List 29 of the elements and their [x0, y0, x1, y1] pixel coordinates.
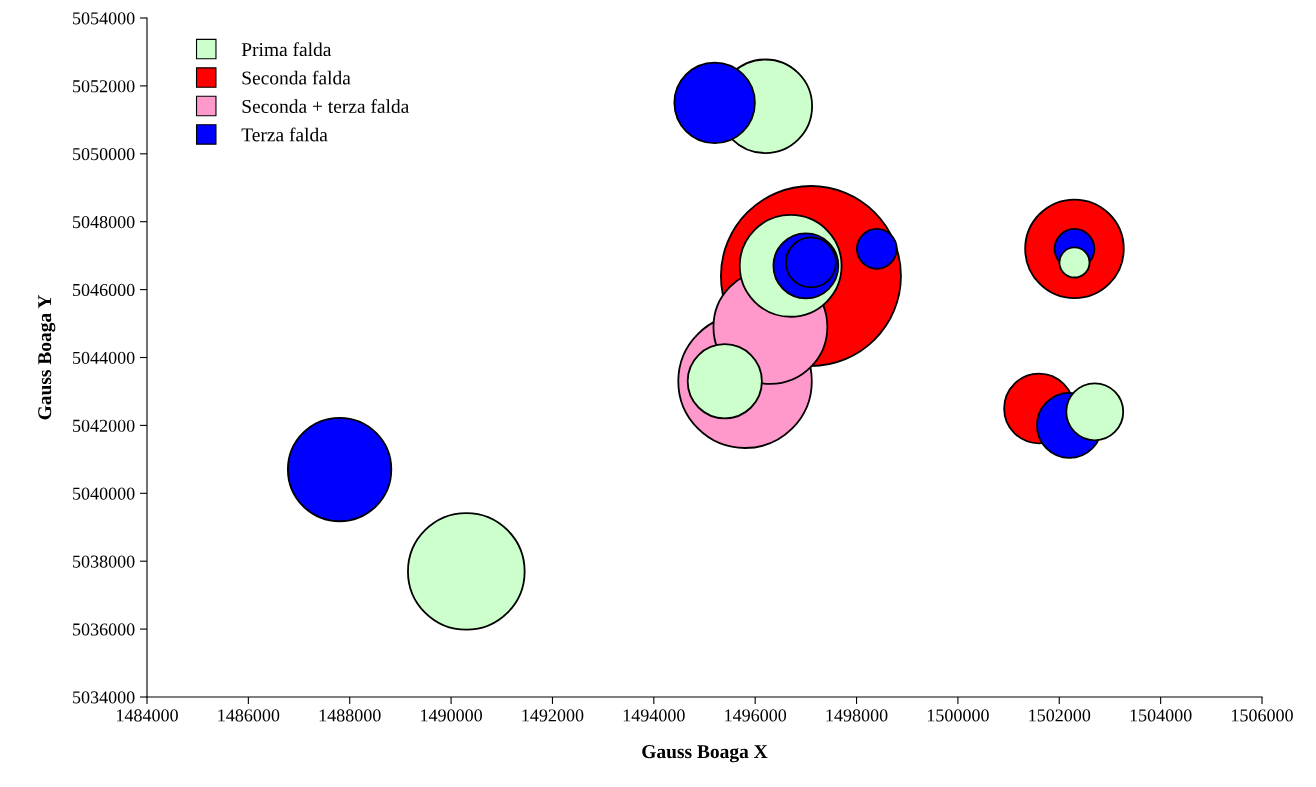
y-tick-label: 5052000 [73, 80, 135, 93]
y-tick-label: 5034000 [73, 691, 135, 704]
x-tick-label: 1500000 [927, 709, 989, 722]
y-tick-label: 5044000 [73, 351, 135, 364]
legend-label: Terza falda [241, 127, 328, 142]
y-tick-label: 5048000 [73, 215, 135, 229]
x-tick-label: 1494000 [623, 709, 685, 722]
legend-label: Prima falda [241, 42, 332, 57]
x-tick-label: 1488000 [319, 709, 381, 722]
y-tick-label: 5036000 [73, 623, 135, 636]
y-tick-label: 5050000 [73, 148, 135, 161]
x-tick-label: 1502000 [1029, 709, 1091, 722]
x-tick-label: 1504000 [1130, 709, 1192, 722]
x-tick-label: 1492000 [522, 709, 584, 722]
y-tick-label: 5040000 [73, 487, 135, 500]
x-tick-label: 1498000 [826, 709, 888, 722]
y-tick-label: 5038000 [73, 555, 135, 568]
x-tick-label: 1490000 [421, 709, 482, 722]
x-tick-label: 1484000 [116, 709, 178, 722]
x-tick-label: 1486000 [218, 709, 280, 722]
x-tick-label: 1506000 [1231, 709, 1293, 722]
y-tick-label: 5046000 [73, 283, 135, 297]
x-axis-title: Gauss Boaga X [642, 745, 768, 763]
legend-label: Seconda falda [242, 70, 351, 85]
y-axis-title: Gauss Boaga Y [38, 295, 56, 420]
legend-label: Seconda + terza falda [242, 99, 410, 113]
x-tick-label: 1496000 [725, 709, 787, 722]
y-tick-label: 5054000 [73, 12, 135, 25]
y-tick-label: 5042000 [73, 419, 135, 432]
